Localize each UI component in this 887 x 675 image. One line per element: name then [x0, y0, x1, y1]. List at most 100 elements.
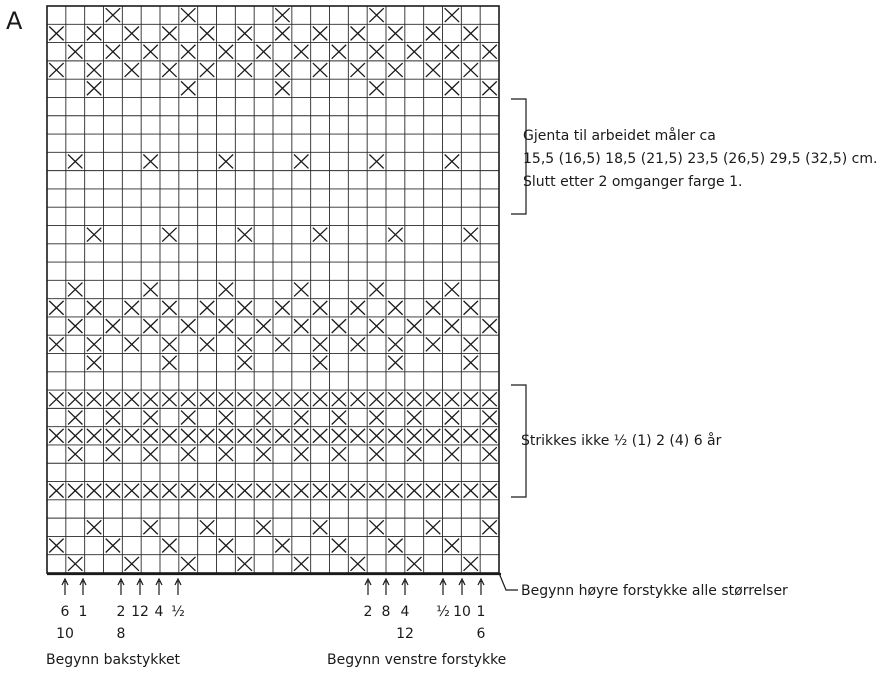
stitch-cross-mark — [274, 483, 291, 499]
stitch-cross-mark — [218, 410, 234, 425]
back-start-size-label: 6 — [61, 604, 70, 620]
stitch-cross-mark — [481, 483, 498, 499]
stitch-cross-mark — [180, 428, 196, 444]
left-front-start-arrow — [364, 577, 372, 595]
back-start-arrow — [155, 577, 163, 595]
stitch-cross-mark — [368, 80, 385, 96]
stitch-cross-mark — [331, 446, 347, 462]
stitch-cross-mark — [237, 483, 253, 499]
back-start-size-label: ½ — [171, 604, 185, 620]
stitch-cross-mark — [331, 538, 347, 553]
stitch-cross-mark — [312, 336, 328, 352]
stitch-cross-mark — [463, 428, 479, 444]
stitch-cross-mark — [124, 428, 140, 444]
right-front-leader — [498, 572, 518, 591]
stitch-cross-mark — [444, 154, 460, 169]
stitch-cross-mark — [142, 154, 159, 169]
stitch-cross-mark — [312, 62, 328, 78]
stitch-cross-mark — [255, 519, 272, 535]
stitch-cross-mark — [406, 391, 422, 407]
stitch-cross-mark — [218, 428, 234, 444]
stitch-cross-mark — [180, 556, 196, 572]
stitch-cross-mark — [105, 44, 121, 60]
stitch-cross-mark — [444, 282, 460, 297]
stitch-cross-mark — [161, 300, 178, 316]
stitch-cross-mark — [331, 44, 347, 60]
stitch-cross-mark — [105, 410, 121, 425]
stitch-cross-mark — [105, 483, 121, 499]
stitch-cross-mark — [463, 391, 479, 407]
stitch-cross-mark — [406, 410, 422, 425]
stitch-cross-mark — [255, 318, 272, 334]
left-front-start-size-label: ½ — [436, 604, 450, 620]
stitch-cross-mark — [48, 336, 65, 352]
left-front-start-arrow — [382, 577, 390, 595]
stitch-cross-mark — [350, 336, 366, 352]
back-start-arrow — [174, 577, 182, 595]
stitch-cross-mark — [142, 282, 159, 297]
stitch-cross-mark — [481, 410, 498, 425]
stitch-cross-mark — [237, 391, 253, 407]
stitch-cross-mark — [293, 483, 309, 499]
left-front-start-size-label: 6 — [477, 626, 486, 642]
stitch-cross-mark — [387, 300, 404, 316]
stitch-cross-mark — [368, 428, 385, 444]
stitch-cross-mark — [350, 391, 366, 407]
back-start-arrow — [79, 577, 87, 595]
stitch-cross-mark — [444, 80, 460, 96]
stitch-cross-mark — [67, 556, 83, 572]
stitch-cross-mark — [387, 336, 404, 352]
stitch-cross-mark — [387, 391, 404, 407]
stitch-cross-mark — [86, 483, 102, 499]
stitch-cross-mark — [406, 556, 422, 572]
stitch-cross-mark — [180, 44, 196, 60]
stitch-cross-mark — [312, 519, 328, 535]
stitch-cross-mark — [368, 154, 385, 169]
left-front-start-arrow — [439, 577, 447, 595]
stitch-cross-mark — [481, 446, 498, 462]
stitch-cross-mark — [293, 391, 309, 407]
stitch-cross-mark — [293, 446, 309, 462]
stitch-cross-mark — [463, 355, 479, 371]
stitch-cross-mark — [293, 410, 309, 425]
stitch-cross-mark — [481, 44, 498, 60]
stitch-cross-mark — [331, 318, 347, 334]
stitch-cross-mark — [444, 483, 460, 499]
stitch-cross-mark — [180, 391, 196, 407]
stitch-cross-mark — [105, 391, 121, 407]
stitch-cross-mark — [368, 44, 385, 60]
stitch-cross-mark — [237, 336, 253, 352]
stitch-cross-mark — [124, 62, 140, 78]
stitch-cross-mark — [387, 483, 404, 499]
stitch-cross-mark — [255, 391, 272, 407]
stitch-cross-mark — [425, 483, 441, 499]
stitch-cross-mark — [218, 154, 234, 169]
stitch-cross-mark — [180, 410, 196, 425]
stitch-cross-mark — [86, 80, 102, 96]
stitch-cross-mark — [67, 282, 83, 297]
stitch-cross-mark — [368, 391, 385, 407]
stitch-cross-mark — [124, 556, 140, 572]
stitch-cross-mark — [161, 538, 178, 553]
stitch-cross-mark — [105, 446, 121, 462]
stitch-cross-mark — [48, 483, 65, 499]
stitch-cross-mark — [161, 62, 178, 78]
stitch-cross-mark — [199, 391, 215, 407]
stitch-cross-mark — [444, 410, 460, 425]
left-front-start-size-label: 12 — [396, 626, 414, 642]
stitch-cross-mark — [463, 227, 479, 243]
stitch-cross-mark — [444, 7, 460, 23]
stitch-cross-mark — [350, 62, 366, 78]
stitch-cross-mark — [481, 391, 498, 407]
stitch-cross-mark — [142, 410, 159, 425]
stitch-cross-mark — [255, 483, 272, 499]
stitch-cross-mark — [67, 446, 83, 462]
stitch-cross-mark — [218, 44, 234, 60]
stitch-cross-mark — [218, 391, 234, 407]
back-start-size-label: 4 — [155, 604, 164, 620]
skip-bracket — [511, 384, 527, 498]
stitch-cross-mark — [218, 538, 234, 553]
stitch-cross-mark — [368, 282, 385, 297]
stitch-cross-mark — [312, 300, 328, 316]
stitch-cross-mark — [199, 519, 215, 535]
